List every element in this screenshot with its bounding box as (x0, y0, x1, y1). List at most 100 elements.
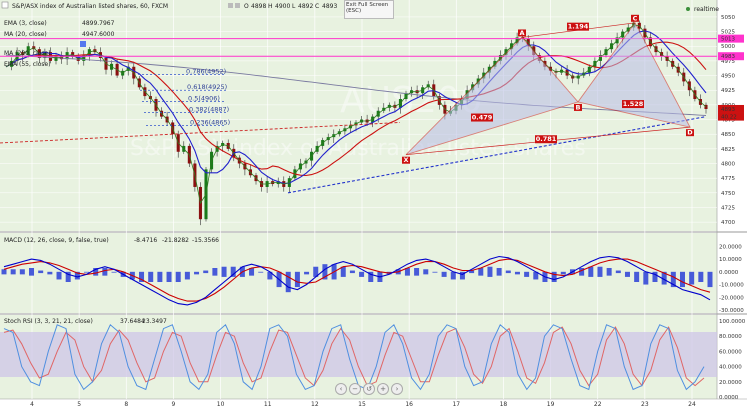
ema55-line (5, 41, 707, 177)
macd-histogram-bar (1, 269, 7, 275)
settings-square-icon[interactable] (228, 3, 233, 8)
pattern-point-label: B (576, 103, 581, 111)
macd-histogram-bar (29, 268, 35, 276)
macd-histogram-bar (285, 271, 291, 293)
macd-histogram-bar (579, 268, 585, 276)
macd-histogram-bar (698, 271, 704, 282)
macd-histogram-bar (450, 271, 456, 280)
price-tick-label: 4775 (721, 176, 735, 182)
ema3-label[interactable]: EMA (3, close) (4, 20, 47, 27)
collapse-toggle-icon[interactable] (1, 1, 9, 9)
macd-tick-label: 10.0000 (719, 257, 742, 263)
x-tick-label: 24 (688, 401, 696, 408)
price-flag (718, 52, 744, 61)
macd-histogram-bar (588, 266, 594, 277)
pattern-point-label: D (687, 129, 693, 137)
macd-histogram-bar (349, 270, 355, 274)
macd-value-1: -8.4716 (134, 237, 157, 244)
harmonic-triangle-xab (405, 36, 579, 156)
macd-tick-label: 20.0000 (719, 244, 742, 250)
macd-histogram-bar (157, 271, 163, 282)
macd-histogram-bar (74, 271, 80, 280)
ratio-marker (622, 100, 644, 109)
x-tick-label: 10 (217, 401, 225, 408)
stoch-label[interactable]: Stoch RSI (3, 3, 21, 21, close) (4, 318, 93, 325)
ma200-line (5, 54, 707, 116)
indicator-toggle-icon[interactable] (80, 41, 86, 47)
pattern-point-label: X (403, 156, 408, 164)
x-tick-label: 8 (124, 401, 128, 408)
price-layer: 0.786(4952) 0.618(4925) 0.5(4906) 0.382(488… (0, 14, 717, 226)
price-tick-label: 4950 (721, 74, 735, 80)
macd-histogram-bar (652, 271, 658, 282)
pattern-point-label: A (519, 29, 524, 37)
macd-histogram-bar (148, 271, 154, 282)
macd-histogram-bar (643, 271, 649, 285)
macd-tick-label: -30.0000 (719, 308, 744, 314)
macd-histogram-bar (47, 271, 53, 275)
pattern-point-marker (574, 103, 582, 111)
macd-histogram-bar (441, 271, 447, 277)
scroll-right-button[interactable]: › (391, 383, 403, 395)
stoch-layer (3, 323, 705, 391)
macd-layer (1, 255, 713, 306)
ema55-label[interactable]: EMA (55, close) (4, 61, 51, 68)
macd-histogram-bar (496, 268, 502, 276)
ma20-label[interactable]: MA (20, close) (4, 31, 47, 38)
macd-histogram-bar (102, 268, 108, 276)
macd-histogram-bar (322, 264, 328, 280)
price-flag-label: 40.22 (721, 115, 737, 121)
trendline-blue-dashed (287, 116, 707, 194)
macd-tick-label: -20.0000 (719, 295, 744, 301)
macd-histogram-bar (524, 271, 530, 277)
x-tick-label: 23 (641, 401, 649, 408)
stoch-tick-label: 60.0000 (719, 349, 742, 355)
ohlc-high-label: H (268, 3, 273, 10)
macd-histogram-bar (267, 271, 273, 280)
macd-histogram-bar (359, 271, 365, 277)
macd-histogram-bar (203, 270, 209, 274)
macd-histogram-bar (670, 271, 676, 288)
ma200-label[interactable]: MA (200, close) (4, 50, 51, 57)
ratio-label: 0.781 (536, 135, 557, 143)
price-flag-label: 5013 (721, 37, 735, 43)
fib-label: 0.382(4887) (189, 105, 229, 113)
ohlc-close: 4893 (322, 3, 337, 10)
close-square-icon[interactable] (235, 3, 240, 8)
macd-histogram-bar (615, 270, 621, 274)
reset-button[interactable]: ↺ (363, 383, 375, 395)
macd-label[interactable]: MACD (12, 26, close, 9, false, true) (4, 237, 109, 244)
macd-histogram-bar (560, 271, 566, 275)
macd-histogram-bar (505, 270, 511, 274)
ma20-value: 4947.6000 (82, 31, 115, 38)
x-tick-label: 11 (264, 401, 272, 408)
macd-histogram-bar (230, 266, 236, 277)
scroll-left-button[interactable]: ‹ (335, 383, 347, 395)
ohlc-high: 4900 (275, 3, 290, 10)
macd-histogram-bar (707, 271, 713, 288)
macd-histogram-bar (487, 266, 493, 277)
x-tick-label: 19 (547, 401, 555, 408)
macd-histogram-bar (111, 271, 117, 273)
trendline-red-dashed (0, 122, 401, 144)
pattern-point-marker (518, 29, 526, 37)
exit-fullscreen-tooltip: Exit Full Screen (ESC) (344, 0, 394, 19)
watermark-name: S&P/ASX index of Australian listed share… (130, 136, 586, 161)
stoch-tick-label: 100.0000 (719, 319, 746, 325)
macd-histogram-bar (184, 271, 190, 280)
macd-histogram-bar (404, 268, 410, 276)
price-flag (718, 112, 744, 121)
zoom-in-button[interactable]: + (377, 383, 389, 395)
macd-histogram-bar (469, 270, 475, 274)
zoom-out-button[interactable]: − (349, 383, 361, 395)
x-tick-label: 5 (77, 401, 81, 408)
price-tick-label: 4800 (721, 162, 735, 168)
price-tick-label: 4725 (721, 205, 735, 211)
macd-histogram-bar (340, 266, 346, 277)
ema3-line (5, 24, 707, 205)
ohlc-low-label: L (292, 3, 296, 10)
ratio-marker (535, 135, 557, 144)
tooltip-line-1: Exit Full Screen (346, 2, 389, 8)
